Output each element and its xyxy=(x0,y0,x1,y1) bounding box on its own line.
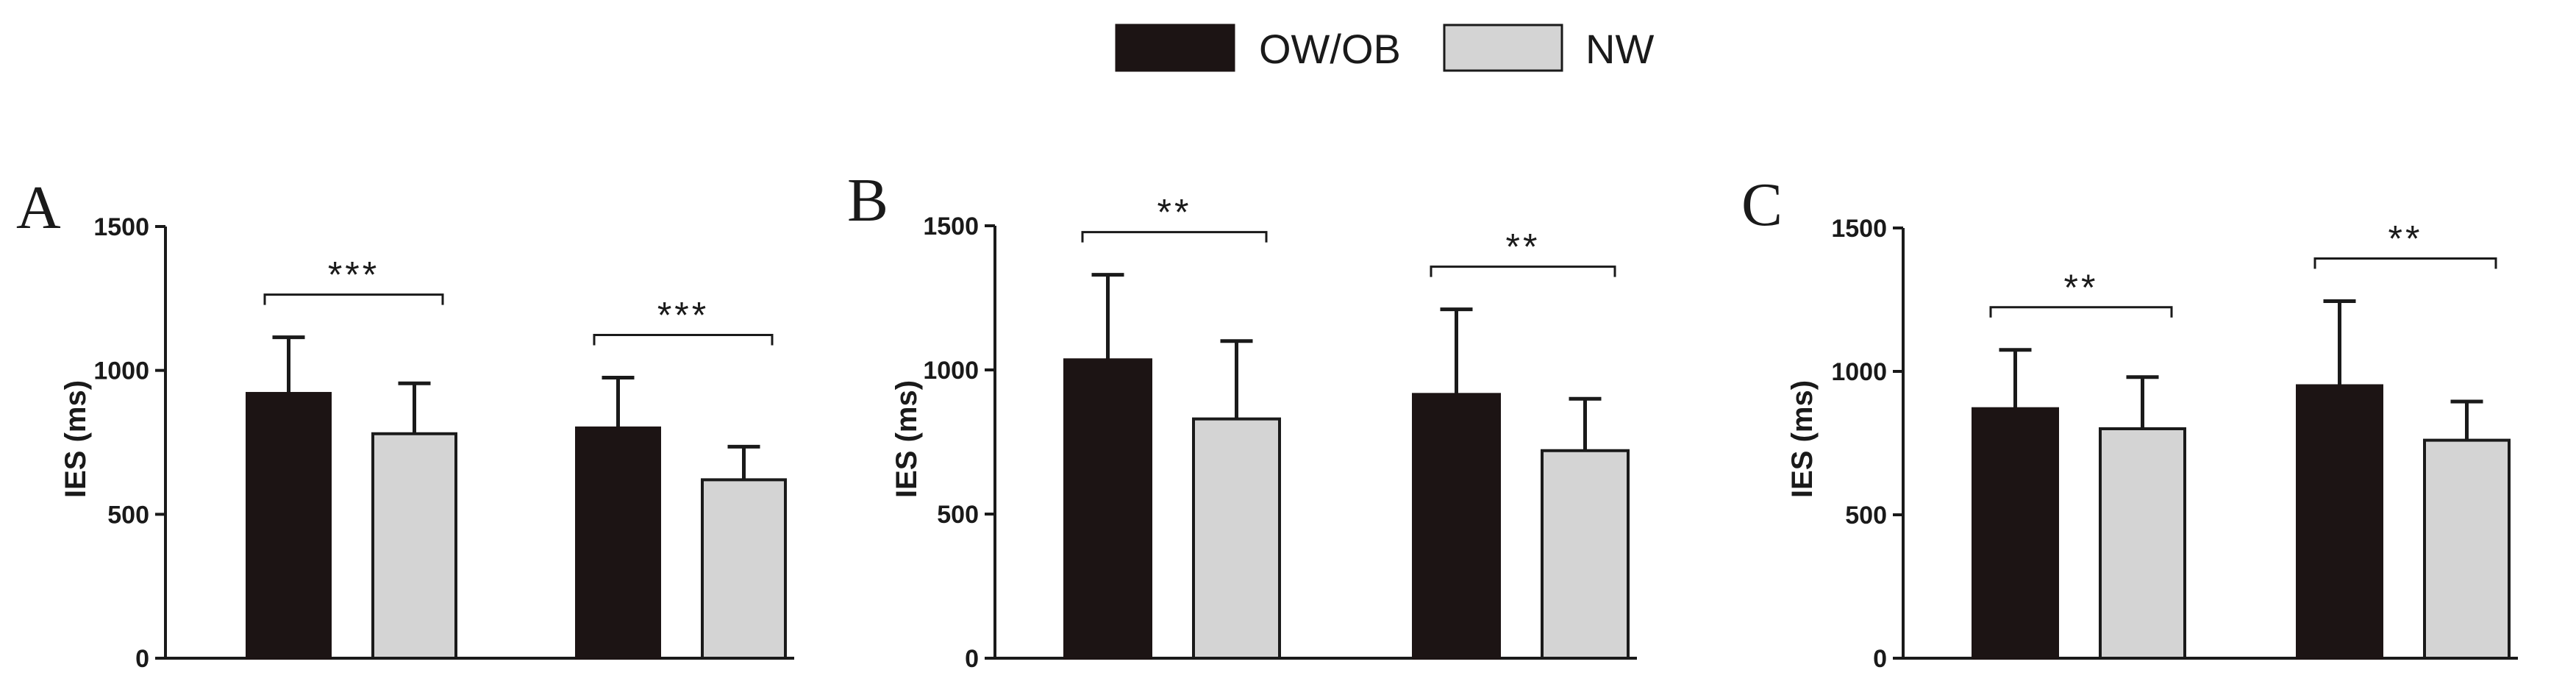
legend-label-nw: NW xyxy=(1585,26,1654,72)
bar-ow-ob-b xyxy=(1063,358,1152,660)
bar-nw-b xyxy=(1541,449,1630,660)
significance-label-a: *** xyxy=(657,294,709,335)
significance-bracket-a xyxy=(593,333,774,346)
y-tick-label-a: 0 xyxy=(135,645,149,673)
y-tick-label-b: 1500 xyxy=(923,213,979,240)
panel-letter-b: B xyxy=(847,166,888,235)
bar-ow-ob-b xyxy=(1412,393,1501,660)
y-tick-label-a: 1500 xyxy=(93,213,149,241)
y-tick-label-b: 500 xyxy=(937,501,979,529)
bar-nw-c xyxy=(2099,427,2186,660)
legend-swatch-ow-ob xyxy=(1115,24,1235,72)
significance-label-b: ** xyxy=(1157,192,1192,233)
legend: OW/OB NW xyxy=(1115,24,1654,72)
panel-letter-c: C xyxy=(1741,171,1783,239)
significance-label-c: ** xyxy=(2064,267,2099,308)
y-tick-label-c: 1500 xyxy=(1831,215,1887,243)
y-tick-label-a: 1000 xyxy=(93,357,149,385)
panel-c: C IES (ms) 0 500 1000 1500 ** ** xyxy=(1741,171,2518,673)
bar-nw-b xyxy=(1192,417,1281,660)
y-tick-label-b: 0 xyxy=(965,645,979,673)
bar-ow-ob-a xyxy=(575,426,661,660)
panel-a: A IES (ms) 0 500 1000 1500 *** *** xyxy=(16,174,794,673)
legend-label-ow-ob: OW/OB xyxy=(1259,26,1401,72)
y-axis-label-b: IES (ms) xyxy=(891,380,923,498)
significance-bracket-b xyxy=(1081,231,1268,243)
legend-swatch-nw xyxy=(1443,24,1563,72)
panel-letter-a: A xyxy=(16,174,61,242)
bar-nw-a xyxy=(371,432,457,660)
significance-label-a: *** xyxy=(328,254,379,296)
bar-nw-a xyxy=(701,478,787,660)
significance-bracket-c xyxy=(2313,257,2497,269)
significance-bracket-a xyxy=(263,293,444,305)
significance-label-b: ** xyxy=(1506,227,1541,268)
bar-ow-ob-c xyxy=(1972,407,2059,660)
y-tick-label-c: 0 xyxy=(1873,645,1887,673)
y-axis-label-c: IES (ms) xyxy=(1786,380,1819,498)
y-tick-label-b: 1000 xyxy=(923,357,979,385)
y-tick-label-c: 1000 xyxy=(1831,358,1887,386)
bar-ow-ob-a xyxy=(246,391,332,660)
panel-b: B IES (ms) 0 500 1000 1500 ** ** xyxy=(847,166,1637,673)
y-tick-label-a: 500 xyxy=(107,501,149,529)
significance-bracket-c xyxy=(1989,306,2173,318)
significance-label-c: ** xyxy=(2388,218,2423,259)
bar-nw-c xyxy=(2423,438,2511,660)
bar-ow-ob-c xyxy=(2296,384,2383,660)
y-axis-label-a: IES (ms) xyxy=(60,380,92,498)
significance-bracket-b xyxy=(1430,265,1616,277)
y-tick-label-c: 500 xyxy=(1845,502,1887,530)
